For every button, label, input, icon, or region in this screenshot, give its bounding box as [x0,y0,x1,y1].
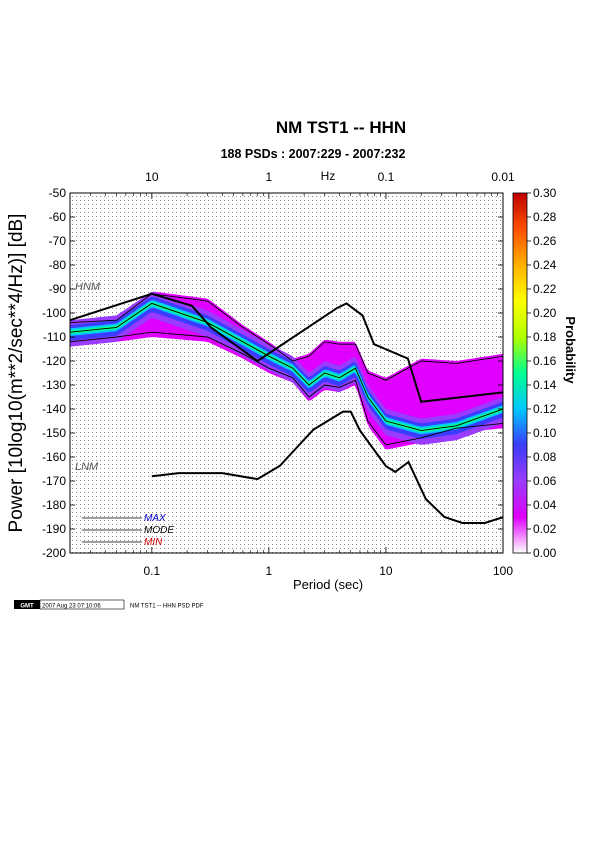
colorbar-tick-label: 0.22 [533,282,557,296]
legend: MAX MODE MIN [82,513,174,548]
top-tick-label: 0.1 [378,170,395,184]
colorbar-tick-label: 0.14 [533,378,557,392]
y-tick-label: -150 [42,426,66,440]
y-tick-label: -70 [49,234,67,248]
legend-min: MIN [144,537,163,548]
legend-mode: MODE [144,525,174,536]
gmt-logo [14,600,40,609]
y-tick-label: -180 [42,498,66,512]
gmt-logo-text: GMT [20,604,34,610]
colorbar-tick-label: 0.10 [533,426,557,440]
y-tick-label: -120 [42,354,66,368]
top-axis: 10 1 0.1 0.01 [145,170,515,199]
colorbar-tick-label: 0.20 [533,306,557,320]
x-tick-label: 1 [266,564,273,578]
pdf-band-higher [70,300,503,435]
top-axis-label: Hz [321,169,336,183]
footer-timestamp: 2007 Aug 23 07:10:06 [42,604,101,610]
y-tick-label: -90 [49,282,67,296]
y-tick-label: -60 [49,210,67,224]
pdf-density [70,291,503,450]
y-tick-label: -160 [42,450,66,464]
lnm-label: LNM [75,461,99,473]
colorbar-tick-label: 0.26 [533,234,557,248]
colorbar-tick-label: 0.02 [533,522,557,536]
footer-caption: NM TST1 -- HHN PSD PDF [130,604,204,610]
colorbar-label: Probability [563,316,578,384]
colorbar-tick-label: 0.12 [533,402,557,416]
colorbar-tick-label: 0.06 [533,474,557,488]
colorbar-tick-label: 0.04 [533,498,557,512]
y-axis-label: Power [10log10(m**2/sec**4/Hz)] [dB] [6,214,27,533]
plot-frame [69,192,504,554]
stat-curve-mode [70,302,503,432]
legend-max: MAX [144,513,166,524]
y-tick-label: -170 [42,474,66,488]
colorbar [512,192,528,554]
stat-curve-max [70,293,503,381]
top-tick-label: 1 [266,170,273,184]
y-tick-label: -190 [42,522,66,536]
colorbar-tick-label: 0.08 [533,450,557,464]
y-tick-label: -100 [42,306,66,320]
footer: GMT 2007 Aug 23 07:10:06 NM TST1 -- HHN … [14,599,204,610]
hnm-curve [70,292,503,403]
y-tick-label: -110 [43,330,66,344]
y-tick-label: -140 [42,402,66,416]
x-axis-label: Period (sec) [293,577,363,592]
colorbar-tick-label: 0.30 [533,186,557,200]
chart-subtitle: 188 PSDs : 2007:229 - 2007:232 [221,147,406,161]
y-tick-label: -130 [42,378,66,392]
x-tick-label: 100 [493,564,513,578]
colorbar-tick-label: 0.24 [533,258,557,272]
colorbar-tick-label: 0.28 [533,210,557,224]
colorbar-ticks: 0.30 0.28 0.26 0.24 0.22 0.20 0.18 0.16 0.14 0.12… [527,186,557,560]
x-axis: 0.1 1 10 100 [69,193,513,578]
colorbar-tick-label: 0.00 [533,546,557,560]
lnm-curve [151,410,503,524]
y-axis: -50 -60 -70 -80 -90 -100 -110 -120 -130 -140 -150 -… [42,186,503,560]
timestamp-box [39,599,125,610]
stat-curve-min [70,331,503,446]
x-tick-label: 0.1 [143,564,160,578]
top-tick-label: 0.01 [491,170,515,184]
x-tick-label: 10 [379,564,393,578]
statistic-curves [70,293,503,446]
top-tick-label: 10 [145,170,159,184]
hnm-label: HNM [75,281,101,293]
chart-title: NM TST1 -- HHN [276,118,406,137]
colorbar-tick-label: 0.18 [533,330,557,344]
y-tick-label: -80 [49,258,67,272]
colorbar-tick-label: 0.16 [533,354,557,368]
y-tick-label: -200 [42,546,66,560]
y-tick-label: -50 [49,186,67,200]
noise-model-curves [70,292,503,524]
